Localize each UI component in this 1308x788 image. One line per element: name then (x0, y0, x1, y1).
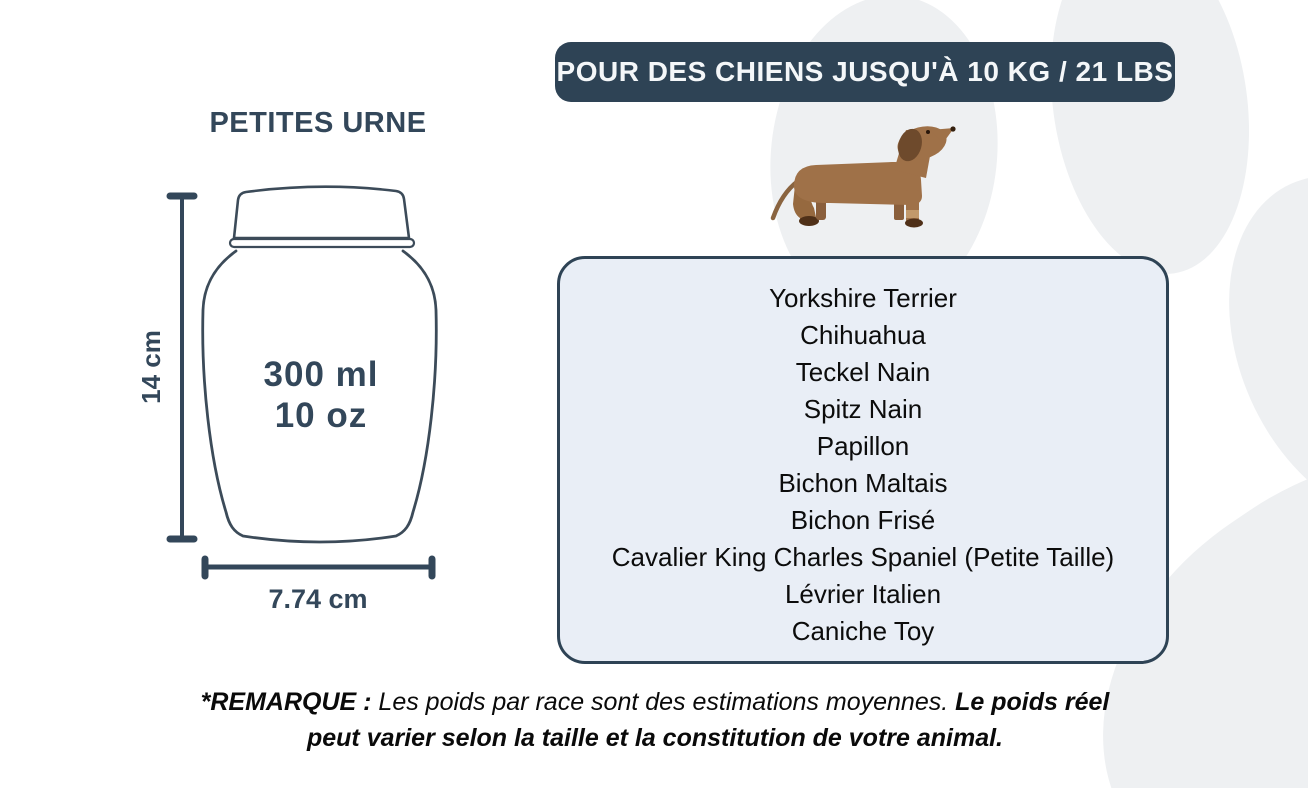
urn-width-label: 7.74 cm (268, 584, 368, 614)
breed-item: Spitz Nain (803, 394, 923, 424)
breed-item: Papillon (816, 431, 910, 461)
breed-item: Bichon Frisé (790, 505, 936, 535)
dachshund-icon (770, 126, 956, 228)
breed-list-box: Yorkshire Terrier Chihuahua Teckel Nain Spi… (557, 256, 1169, 664)
height-dimension-line (166, 192, 198, 543)
urn-lid (232, 185, 411, 240)
footnote: *REMARQUE : Les poids par race sont des … (172, 684, 1138, 756)
urn-title: PETITES URNE (209, 107, 427, 139)
weight-banner-label: POUR DES CHIENS JUSQU'À 10 KG / 21 LBS (556, 56, 1174, 87)
urn-height-label: 14 cm (136, 330, 166, 404)
breed-list: Yorkshire Terrier Chihuahua Teckel Nain Spi… (560, 259, 1166, 650)
breed-item: Bichon Maltais (778, 468, 948, 498)
breed-item: Teckel Nain (795, 357, 931, 387)
footnote-bold: Le poids réel peut varier selon la taill… (306, 688, 1110, 752)
width-dimension-line (201, 555, 436, 580)
urn-rim (228, 237, 416, 249)
breed-item: Cavalier King Charles Spaniel (Petite Ta… (611, 542, 1115, 572)
urn-volume-oz: 10 oz (274, 396, 368, 435)
breed-item: Yorkshire Terrier (769, 283, 957, 313)
breed-item: Chihuahua (800, 320, 926, 350)
urn-volume-ml: 300 ml (263, 355, 379, 394)
footnote-prefix: *REMARQUE : (200, 688, 372, 716)
urn-diagram (166, 185, 438, 580)
breed-item: Lévrier Italien (784, 579, 942, 609)
urn-volume-label: 300 ml 10 oz (200, 354, 442, 436)
urn-body (201, 249, 438, 544)
breed-item: Caniche Toy (791, 616, 935, 646)
footnote-regular: Les poids par race sont des estimations … (378, 688, 949, 716)
weight-banner: POUR DES CHIENS JUSQU'À 10 KG / 21 LBS (555, 42, 1175, 102)
